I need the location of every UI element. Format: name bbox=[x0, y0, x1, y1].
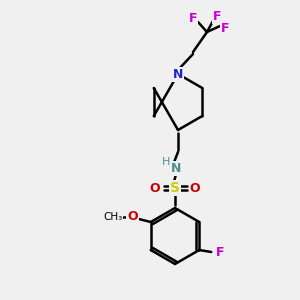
Text: O: O bbox=[150, 182, 160, 194]
Text: O: O bbox=[190, 182, 200, 194]
Text: F: F bbox=[213, 10, 221, 22]
Text: F: F bbox=[216, 247, 224, 260]
Text: F: F bbox=[221, 22, 229, 34]
Text: F: F bbox=[189, 11, 197, 25]
Text: H: H bbox=[162, 157, 170, 167]
Text: N: N bbox=[171, 161, 181, 175]
Text: CH₃: CH₃ bbox=[103, 212, 122, 222]
Text: O: O bbox=[128, 211, 138, 224]
Text: S: S bbox=[170, 181, 180, 195]
Text: N: N bbox=[173, 68, 183, 80]
